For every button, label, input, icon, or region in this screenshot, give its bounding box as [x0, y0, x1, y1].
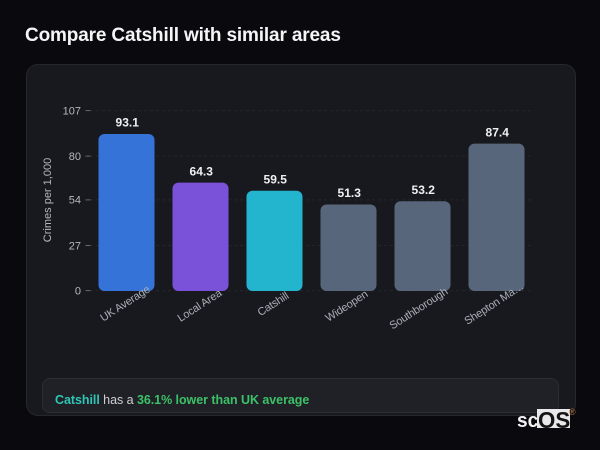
- svg-text:51.3: 51.3: [338, 186, 362, 200]
- svg-text:Wideopen: Wideopen: [323, 288, 370, 324]
- svg-text:Local Area: Local Area: [176, 287, 225, 325]
- svg-text:Southborough: Southborough: [388, 286, 451, 332]
- svg-text:53.2: 53.2: [412, 183, 436, 197]
- svg-text:64.3: 64.3: [190, 164, 214, 178]
- svg-text:59.5: 59.5: [264, 172, 288, 186]
- svg-text:107: 107: [63, 106, 81, 118]
- svg-text:54: 54: [69, 195, 81, 207]
- svg-text:0: 0: [75, 285, 81, 297]
- svg-text:80: 80: [69, 151, 81, 163]
- svg-text:27: 27: [69, 240, 81, 252]
- svg-text:Crimes per 1,000: Crimes per 1,000: [42, 158, 54, 242]
- svg-text:93.1: 93.1: [116, 116, 140, 130]
- svg-text:Catshill: Catshill: [256, 290, 291, 319]
- svg-text:87.4: 87.4: [486, 125, 510, 139]
